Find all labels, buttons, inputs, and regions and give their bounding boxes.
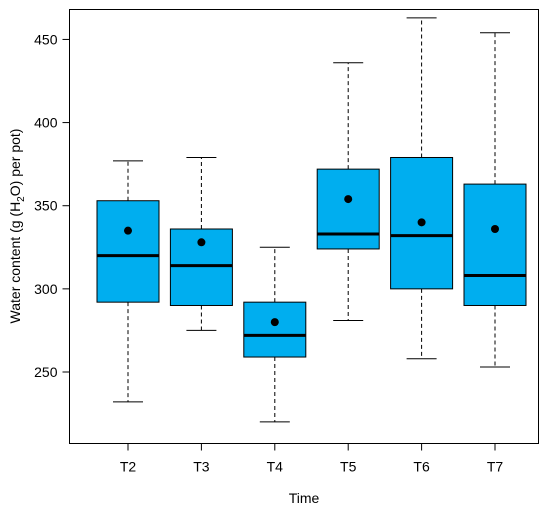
x-tick-label-T3: T3 (193, 459, 210, 475)
x-tick-label-T6: T6 (413, 459, 430, 475)
x-tick-label-T4: T4 (267, 459, 284, 475)
y-axis: 250 300 350 400 450 (34, 31, 70, 380)
box-T6 (390, 17, 454, 360)
box-T5 (316, 62, 380, 321)
iqr-box-T4 (243, 301, 307, 358)
plot-frame (69, 9, 539, 444)
mean-point-T2 (124, 226, 132, 235)
box-T2 (96, 160, 160, 403)
box-series (96, 17, 527, 423)
mean-point-T3 (197, 238, 206, 247)
mean-point-T7 (491, 224, 499, 233)
x-axis: T2 T3 T4 T5 T6 T7 (120, 443, 504, 475)
mean-point-T6 (417, 218, 426, 227)
y-tick-label-400: 400 (34, 115, 58, 131)
iqr-box-T2 (96, 200, 160, 303)
y-tick-label-450: 450 (34, 31, 58, 47)
y-axis-title: Water content (g (H2O) per pot) (7, 129, 27, 324)
y-tick-label-250: 250 (34, 364, 58, 380)
mean-point-T4 (270, 318, 279, 327)
y-axis-title-part-2: O) per pot) (7, 129, 23, 197)
y-axis-title-subscript: 2 (16, 196, 27, 202)
iqr-box-T7 (463, 183, 527, 306)
x-axis-title: Time (289, 490, 320, 506)
x-tick-label-T5: T5 (340, 459, 357, 475)
y-axis-title-part-1: Water content (g (H (7, 202, 23, 324)
box-T3 (169, 156, 233, 331)
y-tick-label-300: 300 (34, 281, 58, 297)
iqr-box-T5 (316, 168, 380, 250)
mean-point-T5 (344, 195, 353, 204)
x-tick-label-T2: T2 (120, 459, 137, 475)
box-T7 (463, 32, 527, 368)
box-T4 (243, 246, 307, 423)
x-tick-label-T7: T7 (487, 459, 504, 475)
y-tick-label-350: 350 (34, 198, 58, 214)
